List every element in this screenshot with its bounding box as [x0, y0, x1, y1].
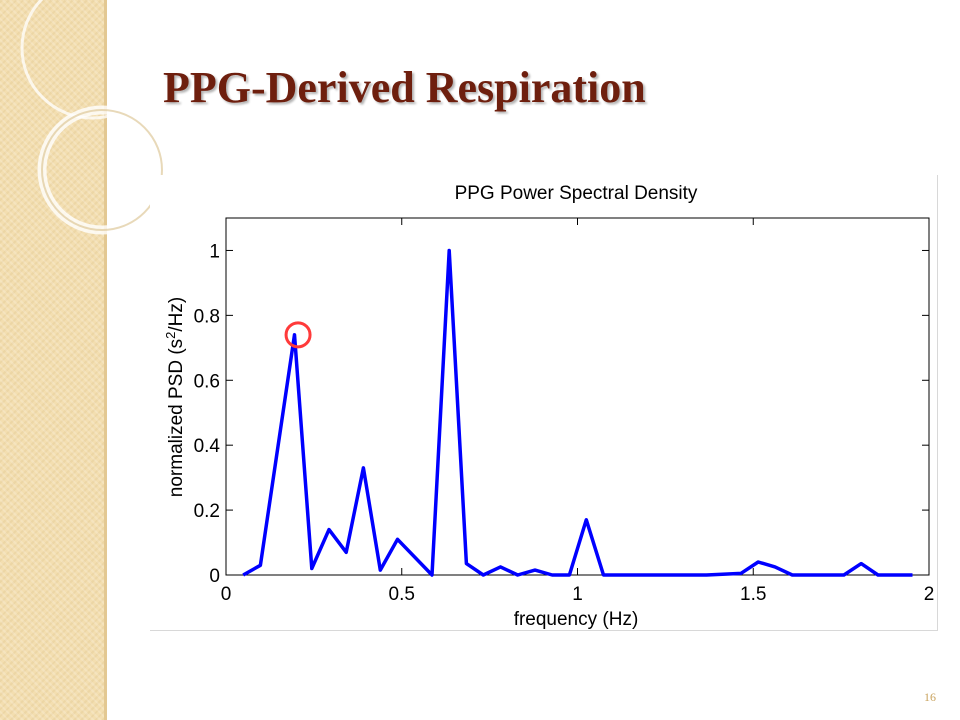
decorative-rings — [20, 0, 167, 235]
chart-title: PPG Power Spectral Density — [455, 183, 698, 204]
y-axis-label: normalized PSD (s2/Hz) — [163, 297, 187, 497]
plot-area-frame — [225, 217, 930, 576]
y-tick-label: 0.8 — [194, 306, 220, 327]
psd-series-line — [242, 248, 913, 577]
y-tick-label: 1 — [209, 241, 220, 262]
decorative-side-strip — [0, 0, 104, 720]
x-axis-label: frequency (Hz) — [514, 609, 639, 630]
x-tick-label: 0 — [221, 584, 232, 605]
tick-labels: 0 0.5 1 1.5 2 0 0.2 0.4 0.6 0.8 1 — [194, 241, 935, 605]
x-tick-label: 2 — [924, 584, 935, 605]
x-tick-label: 1 — [572, 584, 583, 605]
y-tick-label: 0.2 — [194, 501, 220, 522]
slide-number: 16 — [924, 690, 936, 704]
y-tick-label: 0 — [209, 566, 220, 587]
axis-ticks — [225, 218, 930, 576]
x-tick-label: 0.5 — [389, 584, 415, 605]
respiration-peak-marker — [284, 321, 312, 349]
chart-canvas: PPG Power Spectral Density 0 0.5 1 1.5 2 0 0.2… — [163, 183, 935, 630]
slide-title: PPG-Derived Respiration — [163, 63, 646, 112]
side-strip-edge — [104, 0, 107, 720]
y-tick-label: 0.6 — [194, 371, 220, 392]
y-tick-label: 0.4 — [194, 436, 221, 457]
psd-chart: PPG Power Spectral Density 0 0.5 1 1.5 2 0 0.2… — [150, 175, 938, 631]
x-tick-label: 1.5 — [740, 584, 766, 605]
